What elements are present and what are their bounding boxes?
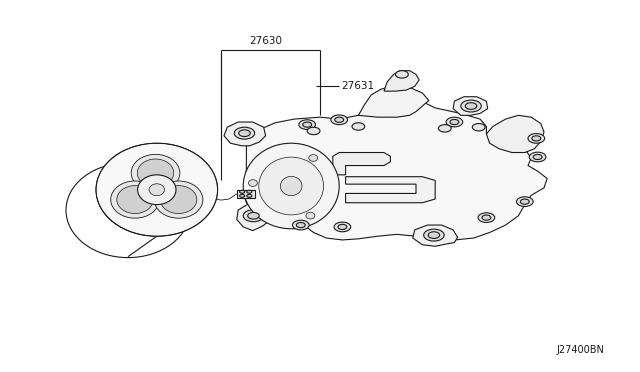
Circle shape: [529, 152, 546, 162]
Text: 27633: 27633: [163, 161, 196, 170]
Text: 27630: 27630: [249, 36, 282, 46]
Ellipse shape: [137, 159, 174, 187]
Circle shape: [461, 100, 481, 112]
Circle shape: [334, 222, 351, 232]
Circle shape: [239, 130, 250, 137]
Circle shape: [331, 115, 348, 125]
Circle shape: [239, 194, 244, 197]
Circle shape: [533, 154, 542, 160]
Ellipse shape: [248, 180, 257, 186]
Polygon shape: [453, 97, 488, 115]
Circle shape: [234, 127, 255, 139]
Ellipse shape: [308, 155, 317, 161]
Text: 27631: 27631: [341, 81, 374, 90]
Circle shape: [428, 232, 440, 238]
Circle shape: [248, 212, 259, 219]
FancyBboxPatch shape: [237, 190, 255, 198]
Circle shape: [516, 197, 533, 206]
Circle shape: [243, 210, 264, 222]
Polygon shape: [384, 71, 419, 91]
Polygon shape: [237, 203, 275, 231]
Circle shape: [239, 190, 244, 193]
Ellipse shape: [96, 143, 218, 236]
Circle shape: [352, 123, 365, 130]
Circle shape: [307, 127, 320, 135]
Text: J27400BN: J27400BN: [557, 345, 605, 355]
Ellipse shape: [138, 175, 176, 205]
Polygon shape: [346, 177, 435, 203]
Circle shape: [438, 125, 451, 132]
Polygon shape: [333, 153, 390, 175]
Circle shape: [450, 119, 459, 125]
Circle shape: [532, 136, 541, 141]
Circle shape: [335, 117, 344, 122]
Circle shape: [292, 220, 309, 230]
Circle shape: [465, 103, 477, 109]
Polygon shape: [486, 115, 544, 153]
Circle shape: [303, 122, 312, 127]
Ellipse shape: [160, 186, 197, 214]
Circle shape: [478, 213, 495, 222]
Circle shape: [338, 224, 347, 230]
Polygon shape: [224, 122, 266, 146]
Ellipse shape: [280, 176, 302, 196]
Polygon shape: [413, 225, 458, 246]
Ellipse shape: [306, 212, 315, 219]
Ellipse shape: [131, 154, 180, 192]
Polygon shape: [358, 86, 429, 117]
Circle shape: [396, 71, 408, 78]
Circle shape: [296, 222, 305, 228]
Ellipse shape: [149, 184, 164, 196]
Circle shape: [247, 194, 252, 197]
Polygon shape: [243, 95, 547, 240]
Circle shape: [299, 120, 316, 129]
Ellipse shape: [111, 181, 159, 218]
Circle shape: [446, 117, 463, 127]
Circle shape: [424, 229, 444, 241]
Circle shape: [472, 124, 485, 131]
Ellipse shape: [154, 181, 203, 218]
Circle shape: [247, 190, 252, 193]
Circle shape: [520, 199, 529, 204]
Ellipse shape: [259, 157, 324, 215]
Ellipse shape: [66, 163, 190, 257]
Ellipse shape: [116, 186, 154, 214]
Circle shape: [482, 215, 491, 220]
Ellipse shape: [243, 143, 339, 229]
Circle shape: [528, 134, 545, 143]
